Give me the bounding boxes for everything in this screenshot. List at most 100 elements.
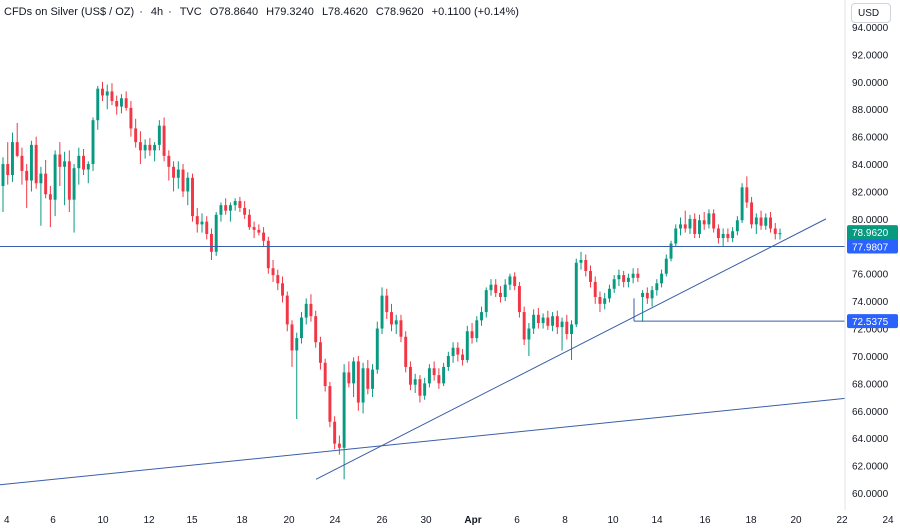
candle-body xyxy=(200,221,204,225)
source-label: TVC xyxy=(179,6,202,18)
candle-body xyxy=(11,142,14,176)
x-tick-label: 15 xyxy=(186,515,198,526)
candle-body xyxy=(25,170,29,181)
candle-body xyxy=(323,362,327,387)
candle-body xyxy=(679,224,682,229)
candle-body xyxy=(285,295,289,325)
y-tick-label: 94.0000 xyxy=(852,23,889,34)
support-level-tag xyxy=(847,239,898,254)
y-tick-label: 66.0000 xyxy=(852,407,889,418)
low-level-tag-text: 72.5375 xyxy=(852,317,889,328)
candle-body xyxy=(385,295,389,313)
candle-body xyxy=(636,273,640,278)
candle-body xyxy=(209,233,213,252)
candle-body xyxy=(195,216,199,225)
support-level-tag-text: 77.9807 xyxy=(852,243,889,254)
candle-body xyxy=(536,314,540,324)
candle-body xyxy=(186,177,190,192)
candle-body xyxy=(413,379,417,385)
candle-body xyxy=(461,354,465,361)
candle-body xyxy=(304,303,308,318)
candle-body xyxy=(91,120,95,165)
candle-body xyxy=(243,207,247,215)
candle-body xyxy=(764,217,768,226)
candle-body xyxy=(138,142,142,151)
candle-body xyxy=(731,231,735,239)
candle-body xyxy=(593,281,597,298)
y-tick-label: 80.0000 xyxy=(852,215,889,226)
candle-body xyxy=(257,229,261,233)
candle-body xyxy=(769,217,772,229)
candle-body xyxy=(181,169,185,192)
candle-body xyxy=(626,277,630,282)
symbol-name[interactable]: CFDs on Silver (US$ / OZ) xyxy=(4,6,135,18)
long-term-trendline[interactable] xyxy=(0,397,846,486)
interval-label[interactable]: 4h xyxy=(150,6,164,18)
candle-body xyxy=(77,155,81,169)
candle-body xyxy=(551,316,555,326)
candle-body xyxy=(631,273,635,278)
candle-body xyxy=(375,328,379,370)
candle-body xyxy=(702,220,706,225)
x-tick-label: Apr xyxy=(464,515,481,526)
candle-body xyxy=(143,144,147,151)
y-tick-label: 68.0000 xyxy=(852,379,889,390)
candle-body xyxy=(390,312,393,325)
candle-body xyxy=(404,336,408,367)
candle-body xyxy=(219,205,223,215)
candle-body xyxy=(598,297,602,304)
candle-body xyxy=(58,154,62,167)
y-tick-label: 90.0000 xyxy=(852,78,889,89)
candle-body xyxy=(63,161,67,167)
candle-body xyxy=(337,443,341,448)
time-axis[interactable]: 4 6 10 12 15 18 20 24 26 30 Apr 6 8 10 14 16 18 20 22 24 xyxy=(4,515,894,526)
candle-body xyxy=(513,276,517,287)
candle-body xyxy=(162,125,166,156)
y-tick-label: 62.0000 xyxy=(852,462,889,473)
x-tick-label: 16 xyxy=(699,515,711,526)
candle-body xyxy=(380,295,384,329)
candle-body xyxy=(266,240,270,269)
candle-body xyxy=(423,383,427,396)
candle-body xyxy=(683,224,687,229)
candle-body xyxy=(119,98,123,107)
candle-body xyxy=(532,314,536,329)
candle-body xyxy=(347,372,351,384)
candle-body xyxy=(693,218,697,234)
candle-body xyxy=(499,292,502,298)
x-tick-label: 20 xyxy=(790,515,802,526)
candle-body xyxy=(574,262,578,325)
candle-body xyxy=(475,320,479,339)
candle-body xyxy=(674,228,678,244)
y-tick-label: 82.0000 xyxy=(852,187,889,198)
x-tick-label: 18 xyxy=(745,515,757,526)
candle-body xyxy=(271,268,275,276)
candle-body xyxy=(238,201,242,208)
candle-body xyxy=(484,290,488,313)
rising-trendline[interactable] xyxy=(315,218,827,480)
candle-body xyxy=(115,101,119,107)
candle-body xyxy=(101,88,104,96)
candle-body xyxy=(456,347,460,355)
candle-body xyxy=(371,369,375,389)
candle-body xyxy=(546,317,550,326)
candle-body xyxy=(565,321,569,335)
candle-body xyxy=(622,275,626,282)
candle-body xyxy=(205,221,209,234)
candle-body xyxy=(176,169,180,178)
price-axis[interactable]: 60.0000 62.0000 64.0000 66.0000 68.0000 70.00… xyxy=(852,23,889,500)
close-value: C78.9620 xyxy=(375,6,424,18)
candle-body xyxy=(522,312,526,340)
candle-body xyxy=(451,347,455,356)
candle-body xyxy=(276,275,280,284)
candle-body xyxy=(432,368,436,376)
y-tick-label: 88.0000 xyxy=(852,105,889,116)
candle-body xyxy=(290,324,294,351)
x-tick-label: 24 xyxy=(329,515,341,526)
candle-body xyxy=(48,194,52,200)
candle-body xyxy=(309,303,313,317)
candle-body xyxy=(465,331,469,361)
currency-button[interactable]: USD xyxy=(851,3,891,23)
